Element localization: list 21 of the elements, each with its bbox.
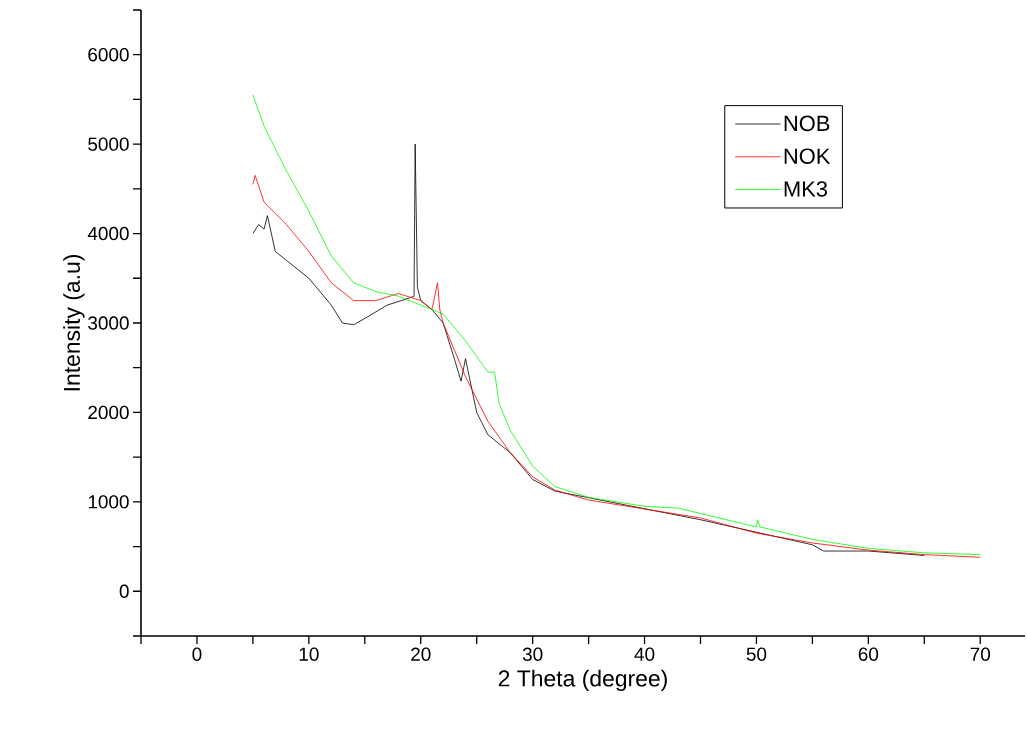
x-axis-title: 2 Theta (degree) bbox=[498, 669, 667, 692]
x-tick-label: 70 bbox=[970, 647, 991, 661]
x-tick-label: 10 bbox=[299, 647, 319, 661]
y-tick-label: 1000 bbox=[88, 495, 129, 509]
y-tick-label: 2000 bbox=[88, 405, 129, 420]
x-tick-label: 30 bbox=[522, 647, 543, 661]
legend-label: NOK bbox=[784, 148, 831, 164]
line-series bbox=[252, 94, 981, 556]
y-tick-label: 5000 bbox=[88, 137, 129, 151]
y-tick-label: 0 bbox=[119, 584, 129, 598]
x-tick-label: 40 bbox=[634, 647, 655, 661]
x-tick-label: 50 bbox=[746, 647, 767, 661]
x-tick-label: 60 bbox=[858, 647, 879, 661]
y-tick-label: 6000 bbox=[88, 48, 129, 62]
y-tick-label: 4000 bbox=[87, 226, 129, 241]
x-tick-label: 20 bbox=[411, 647, 431, 661]
y-axis-title: Intensity (a.u) bbox=[63, 255, 85, 391]
legend-label: MK3 bbox=[784, 181, 828, 197]
x-tick-label: 0 bbox=[192, 647, 202, 661]
legend-label: NOB bbox=[784, 115, 830, 132]
y-tick-label: 3000 bbox=[88, 316, 129, 330]
